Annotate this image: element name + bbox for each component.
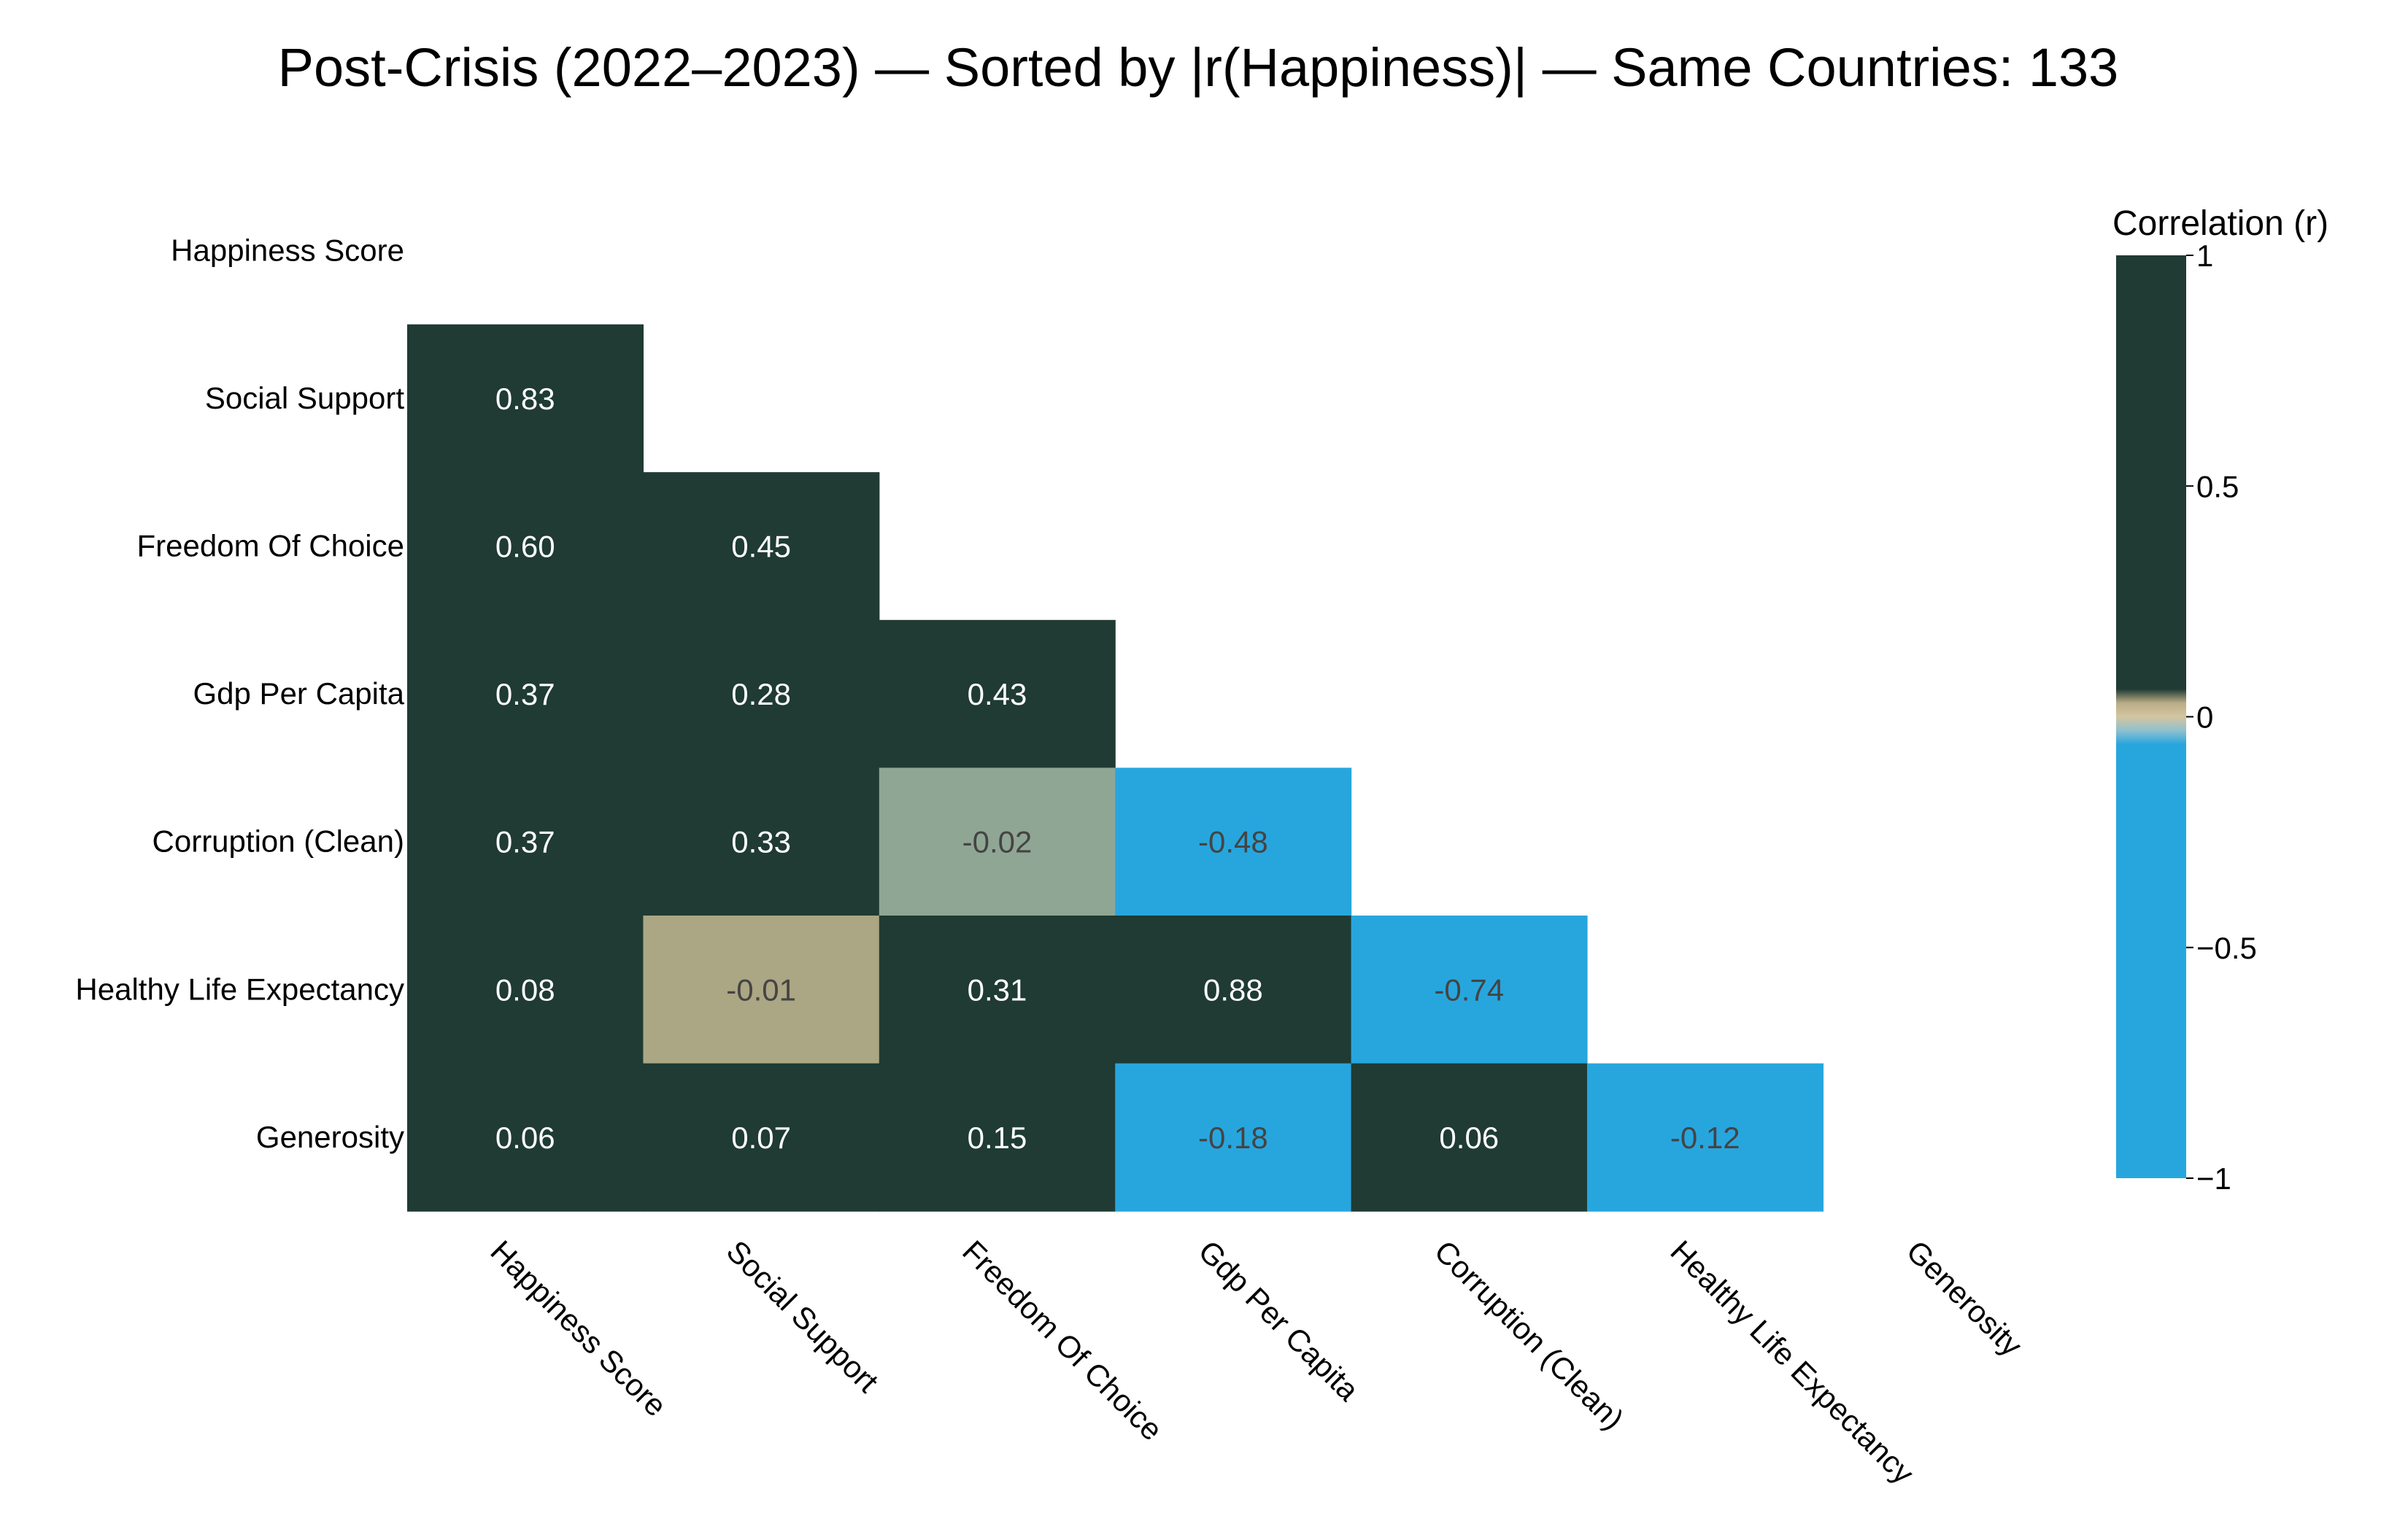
row-label: Corruption (Clean) — [153, 824, 404, 859]
column-label: Generosity — [1900, 1234, 2029, 1363]
heatmap-cell — [407, 324, 644, 473]
heatmap-cell — [879, 767, 1116, 916]
heatmap-cell — [407, 619, 644, 768]
cell-value-label: 0.06 — [495, 1121, 555, 1155]
heatmap-cell — [407, 916, 644, 1064]
cell-value-label: 0.43 — [968, 677, 1027, 711]
colorbar-title: Correlation (r) — [2112, 204, 2328, 243]
row-labels: Happiness Score Social Support Freedom Of … — [75, 233, 404, 1154]
cell-value-label: 0.28 — [731, 677, 791, 711]
row-label: Generosity — [256, 1120, 404, 1154]
cell-value-label: 0.60 — [495, 530, 555, 564]
heatmap-cell — [1115, 767, 1352, 916]
heatmap-cell — [643, 916, 880, 1064]
heatmap-cells: 0.83 0.60 0.45 0.37 0.28 0.43 0.37 0.33 -0.02 -0.… — [407, 324, 1824, 1212]
column-label: Corruption (Clean) — [1428, 1234, 1631, 1436]
row-label: Happiness Score — [171, 233, 404, 267]
cell-value-label: -0.12 — [1670, 1121, 1740, 1155]
colorbar-tick-label: −1 — [2196, 1161, 2231, 1196]
cell-value-label: -0.01 — [726, 972, 796, 1007]
colorbar: Correlation (r) 1 0.5 0 −0.5 −1 — [2112, 204, 2328, 1196]
heatmap-cell — [879, 1063, 1116, 1212]
heatmap-cell — [407, 767, 644, 916]
heatmap-cell — [879, 916, 1116, 1064]
colorbar-tick-label: −0.5 — [2196, 931, 2257, 965]
heatmap-cell — [643, 472, 880, 621]
column-label: Freedom Of Choice — [956, 1234, 1169, 1447]
cell-value-label: -0.18 — [1198, 1121, 1268, 1155]
colorbar-ticks: 1 0.5 0 −0.5 −1 — [2186, 239, 2257, 1196]
row-label: Social Support — [205, 381, 404, 415]
heatmap-cell — [643, 619, 880, 768]
cell-value-label: 0.33 — [731, 825, 791, 859]
colorbar-tick-label: 1 — [2196, 239, 2213, 273]
column-label: Gdp Per Capita — [1192, 1234, 1366, 1407]
colorbar-tick-label: 0 — [2196, 700, 2213, 735]
chart-title: Post-Crisis (2022–2023) — Sorted by |r(H… — [278, 37, 2119, 98]
heatmap-cell — [643, 1063, 880, 1212]
column-label: Healthy Life Expectancy — [1664, 1234, 1921, 1490]
column-labels: Happiness Score Social Support Freedom Of … — [484, 1234, 2029, 1490]
heatmap-cell — [1115, 916, 1352, 1064]
cell-value-label: 0.37 — [495, 825, 555, 859]
row-label: Healthy Life Expectancy — [75, 972, 404, 1006]
colorbar-tick-label: 0.5 — [2196, 469, 2239, 503]
row-label: Freedom Of Choice — [137, 529, 404, 563]
cell-value-label: -0.48 — [1198, 825, 1268, 859]
cell-value-label: 0.06 — [1439, 1121, 1499, 1155]
heatmap-cell — [643, 767, 880, 916]
cell-value-label: -0.74 — [1434, 972, 1504, 1007]
row-label: Gdp Per Capita — [193, 676, 405, 711]
cell-value-label: -0.02 — [962, 825, 1033, 859]
heatmap-cell — [407, 472, 644, 621]
column-label: Happiness Score — [484, 1234, 673, 1423]
cell-value-label: 0.31 — [968, 972, 1027, 1007]
column-label: Social Support — [720, 1234, 886, 1399]
heatmap-cell — [1351, 916, 1588, 1064]
cell-value-label: 0.08 — [495, 972, 555, 1007]
colorbar-gradient — [2116, 255, 2186, 1178]
cell-value-label: 0.45 — [731, 530, 791, 564]
heatmap-cell — [879, 619, 1116, 768]
heatmap-cell — [407, 1063, 644, 1212]
cell-value-label: 0.83 — [495, 382, 555, 416]
heatmap-cell — [1587, 1063, 1824, 1212]
cell-value-label: 0.88 — [1203, 972, 1263, 1007]
cell-value-label: 0.15 — [968, 1121, 1027, 1155]
cell-value-label: 0.07 — [731, 1121, 791, 1155]
cell-value-label: 0.37 — [495, 677, 555, 711]
heatmap-cell — [1115, 1063, 1352, 1212]
heatmap-cell — [1351, 1063, 1588, 1212]
